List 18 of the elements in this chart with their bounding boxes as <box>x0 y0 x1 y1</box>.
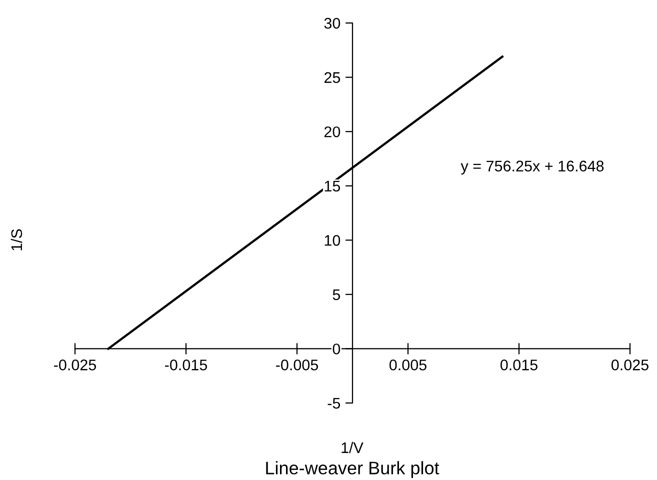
text: Line-weaver Burk plot <box>266 461 440 478</box>
x-tick-label: 0.025 <box>611 360 648 370</box>
annotation: y = 756.25x + 16.648 <box>460 160 604 175</box>
y-tick-label: 10 <box>324 235 340 246</box>
y-tick-label: 15 <box>324 180 340 192</box>
y-tick-label: -5 <box>328 398 340 409</box>
x-tick-label: -0.005 <box>276 360 318 370</box>
x-tick-label: -0.025 <box>54 360 96 370</box>
y-tick-label: 20 <box>324 126 340 138</box>
x-axis-title: 1/V <box>342 442 364 454</box>
y-tick-label: 25 <box>324 72 340 83</box>
x-tick-label: 0.005 <box>389 360 426 370</box>
y-tick-label: 5 <box>332 289 340 300</box>
x-tick-label: 0.015 <box>500 360 538 370</box>
y-axis-title: 1/S <box>10 229 22 250</box>
y-tick-label: 0 <box>332 344 340 354</box>
y-tick-label: 30 <box>324 18 340 29</box>
x-tick-label: -0.015 <box>165 360 208 370</box>
